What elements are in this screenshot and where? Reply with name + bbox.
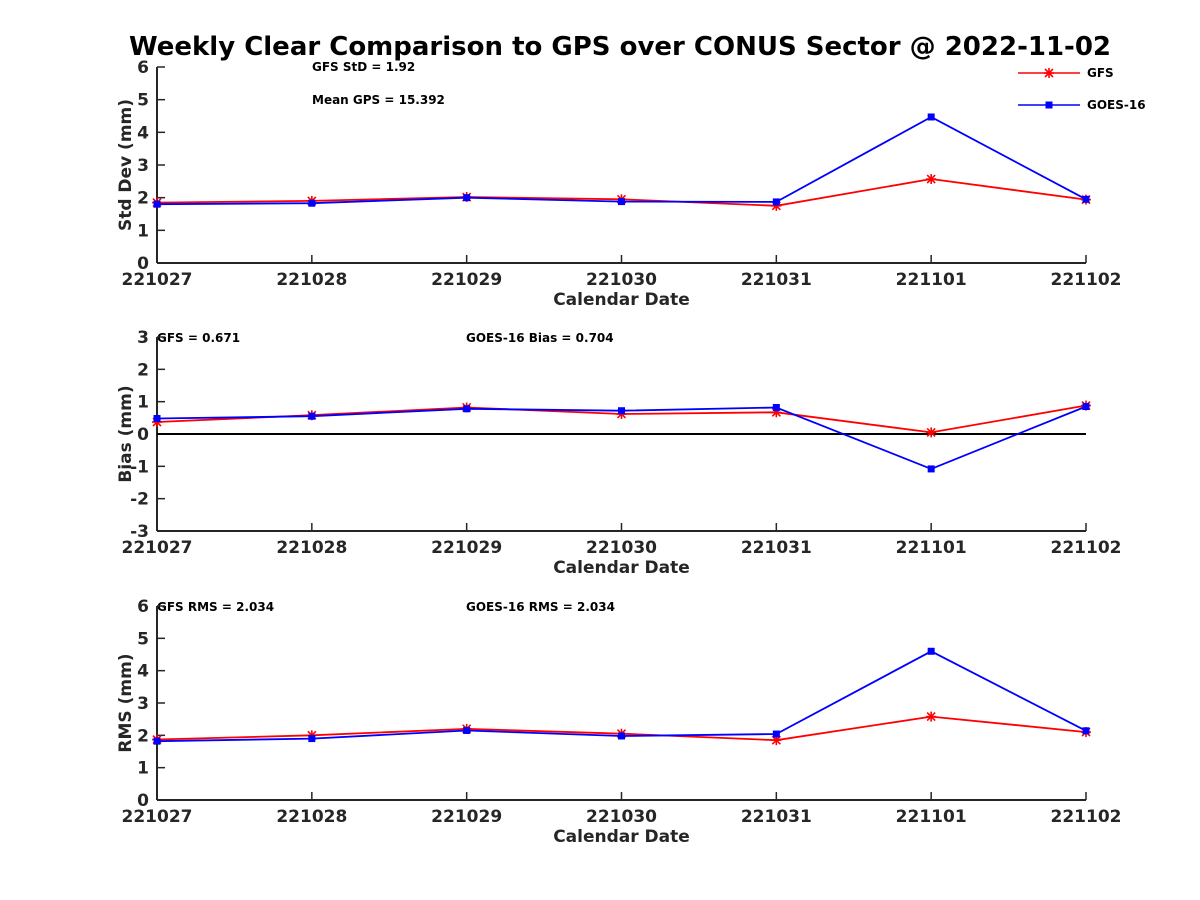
annotation-gfs-bias: GFS = 0.671 <box>157 331 240 345</box>
x-tick-label: 221029 <box>431 270 502 290</box>
panel-std-dev: GFS StD = 1.92 Mean GPS = 15.392 0 1 2 3 4 5 6… <box>116 58 1121 310</box>
data-point-gfs <box>926 711 937 722</box>
annotation-gfs-rms: GFS RMS = 2.034 <box>157 600 274 614</box>
annotation-goes16-bias: GOES-16 Bias = 0.704 <box>466 331 614 345</box>
y-tick-label: 0 <box>137 791 149 811</box>
data-point-goes16 <box>1082 195 1090 203</box>
y-tick-label: 1 <box>137 759 149 779</box>
data-point-goes16 <box>927 113 935 121</box>
y-tick-label: 0 <box>137 425 149 445</box>
annotation-mean-gps: Mean GPS = 15.392 <box>312 93 445 107</box>
x-tick-label: 221102 <box>1051 807 1122 827</box>
legend-goes16-label: GOES-16 <box>1087 98 1146 112</box>
y-tick-label: 5 <box>137 91 149 111</box>
panel-rms: GFS RMS = 2.034 GOES-16 RMS = 2.034 0 1 2 3… <box>116 597 1121 847</box>
x-tick-label: 221102 <box>1051 270 1122 290</box>
annotation-gfs-std: GFS StD = 1.92 <box>312 60 415 74</box>
data-point-goes16 <box>1082 403 1090 411</box>
data-point-goes16 <box>153 414 161 422</box>
data-point-goes16 <box>772 730 780 738</box>
y-axis-label: Bias (mm) <box>116 385 136 482</box>
x-tick-label: 221027 <box>122 807 193 827</box>
y-tick-label: 6 <box>137 58 149 78</box>
y-tick-label: -3 <box>130 522 149 542</box>
x-tick-label: 221031 <box>741 807 812 827</box>
y-tick-label: 3 <box>137 694 149 714</box>
x-tick-label: 221028 <box>276 807 347 827</box>
x-tick-label: 221030 <box>586 270 657 290</box>
y-tick-label: 2 <box>137 726 149 746</box>
x-axis-label: Calendar Date <box>553 827 690 847</box>
x-tick-label: 221102 <box>1051 538 1122 558</box>
series-line-goes16 <box>156 650 1087 743</box>
x-tick-label: 221028 <box>276 270 347 290</box>
y-tick-label: 2 <box>137 360 149 380</box>
y-axis-label: Std Dev (mm) <box>116 99 136 231</box>
x-axis-label: Calendar Date <box>553 558 690 578</box>
legend-gfs-marker <box>1044 68 1054 78</box>
data-point-goes16 <box>153 737 161 745</box>
data-point-goes16 <box>308 412 316 420</box>
x-tick-label: 221028 <box>276 538 347 558</box>
data-point-goes16 <box>153 200 161 208</box>
y-tick-label: 5 <box>137 629 149 649</box>
data-point-goes16 <box>772 403 780 411</box>
data-point-goes16 <box>1082 727 1090 735</box>
x-tick-label: 221101 <box>896 538 967 558</box>
panel-bias: GFS = 0.671 GOES-16 Bias = 0.704 -3 -2 -1 0… <box>116 328 1121 578</box>
y-tick-label: -1 <box>130 457 149 477</box>
data-point-goes16 <box>772 198 780 206</box>
x-axis-label: Calendar Date <box>553 290 690 310</box>
y-tick-label: -2 <box>130 490 149 510</box>
y-tick-label: 0 <box>137 254 149 274</box>
chart-title: Weekly Clear Comparison to GPS over CONU… <box>129 32 1111 62</box>
y-tick-label: 1 <box>137 393 149 413</box>
legend-goes16-marker <box>1045 101 1053 109</box>
x-tick-label: 221101 <box>896 270 967 290</box>
data-point-goes16 <box>463 194 471 202</box>
y-tick-label: 3 <box>137 156 149 176</box>
x-tick-label: 221030 <box>586 807 657 827</box>
y-tick-label: 3 <box>137 328 149 348</box>
x-tick-label: 221027 <box>122 538 193 558</box>
data-point-goes16 <box>618 732 625 740</box>
y-tick-label: 1 <box>137 221 149 241</box>
x-tick-label: 221031 <box>741 270 812 290</box>
data-point-goes16 <box>618 198 625 206</box>
data-point-gfs <box>926 174 937 185</box>
legend: GFS GOES-16 <box>1018 66 1146 112</box>
x-tick-label: 221101 <box>896 807 967 827</box>
data-point-goes16 <box>463 405 471 413</box>
y-tick-label: 2 <box>137 189 149 209</box>
y-tick-label: 4 <box>137 662 149 682</box>
x-tick-label: 221031 <box>741 538 812 558</box>
data-point-goes16 <box>463 726 471 734</box>
legend-gfs-label: GFS <box>1087 66 1114 80</box>
data-point-gfs <box>926 427 937 438</box>
data-point-goes16 <box>927 647 935 655</box>
annotation-goes16-rms: GOES-16 RMS = 2.034 <box>466 600 615 614</box>
data-point-goes16 <box>308 735 316 743</box>
x-tick-label: 221027 <box>122 270 193 290</box>
x-tick-label: 221030 <box>586 538 657 558</box>
y-tick-label: 6 <box>137 597 149 617</box>
data-point-goes16 <box>927 465 935 473</box>
y-axis-label: RMS (mm) <box>116 653 136 752</box>
x-tick-label: 221029 <box>431 807 502 827</box>
data-point-goes16 <box>308 199 316 207</box>
series-line-goes16 <box>156 115 1087 206</box>
x-tick-label: 221029 <box>431 538 502 558</box>
y-tick-label: 4 <box>137 123 149 143</box>
data-point-goes16 <box>618 407 625 415</box>
